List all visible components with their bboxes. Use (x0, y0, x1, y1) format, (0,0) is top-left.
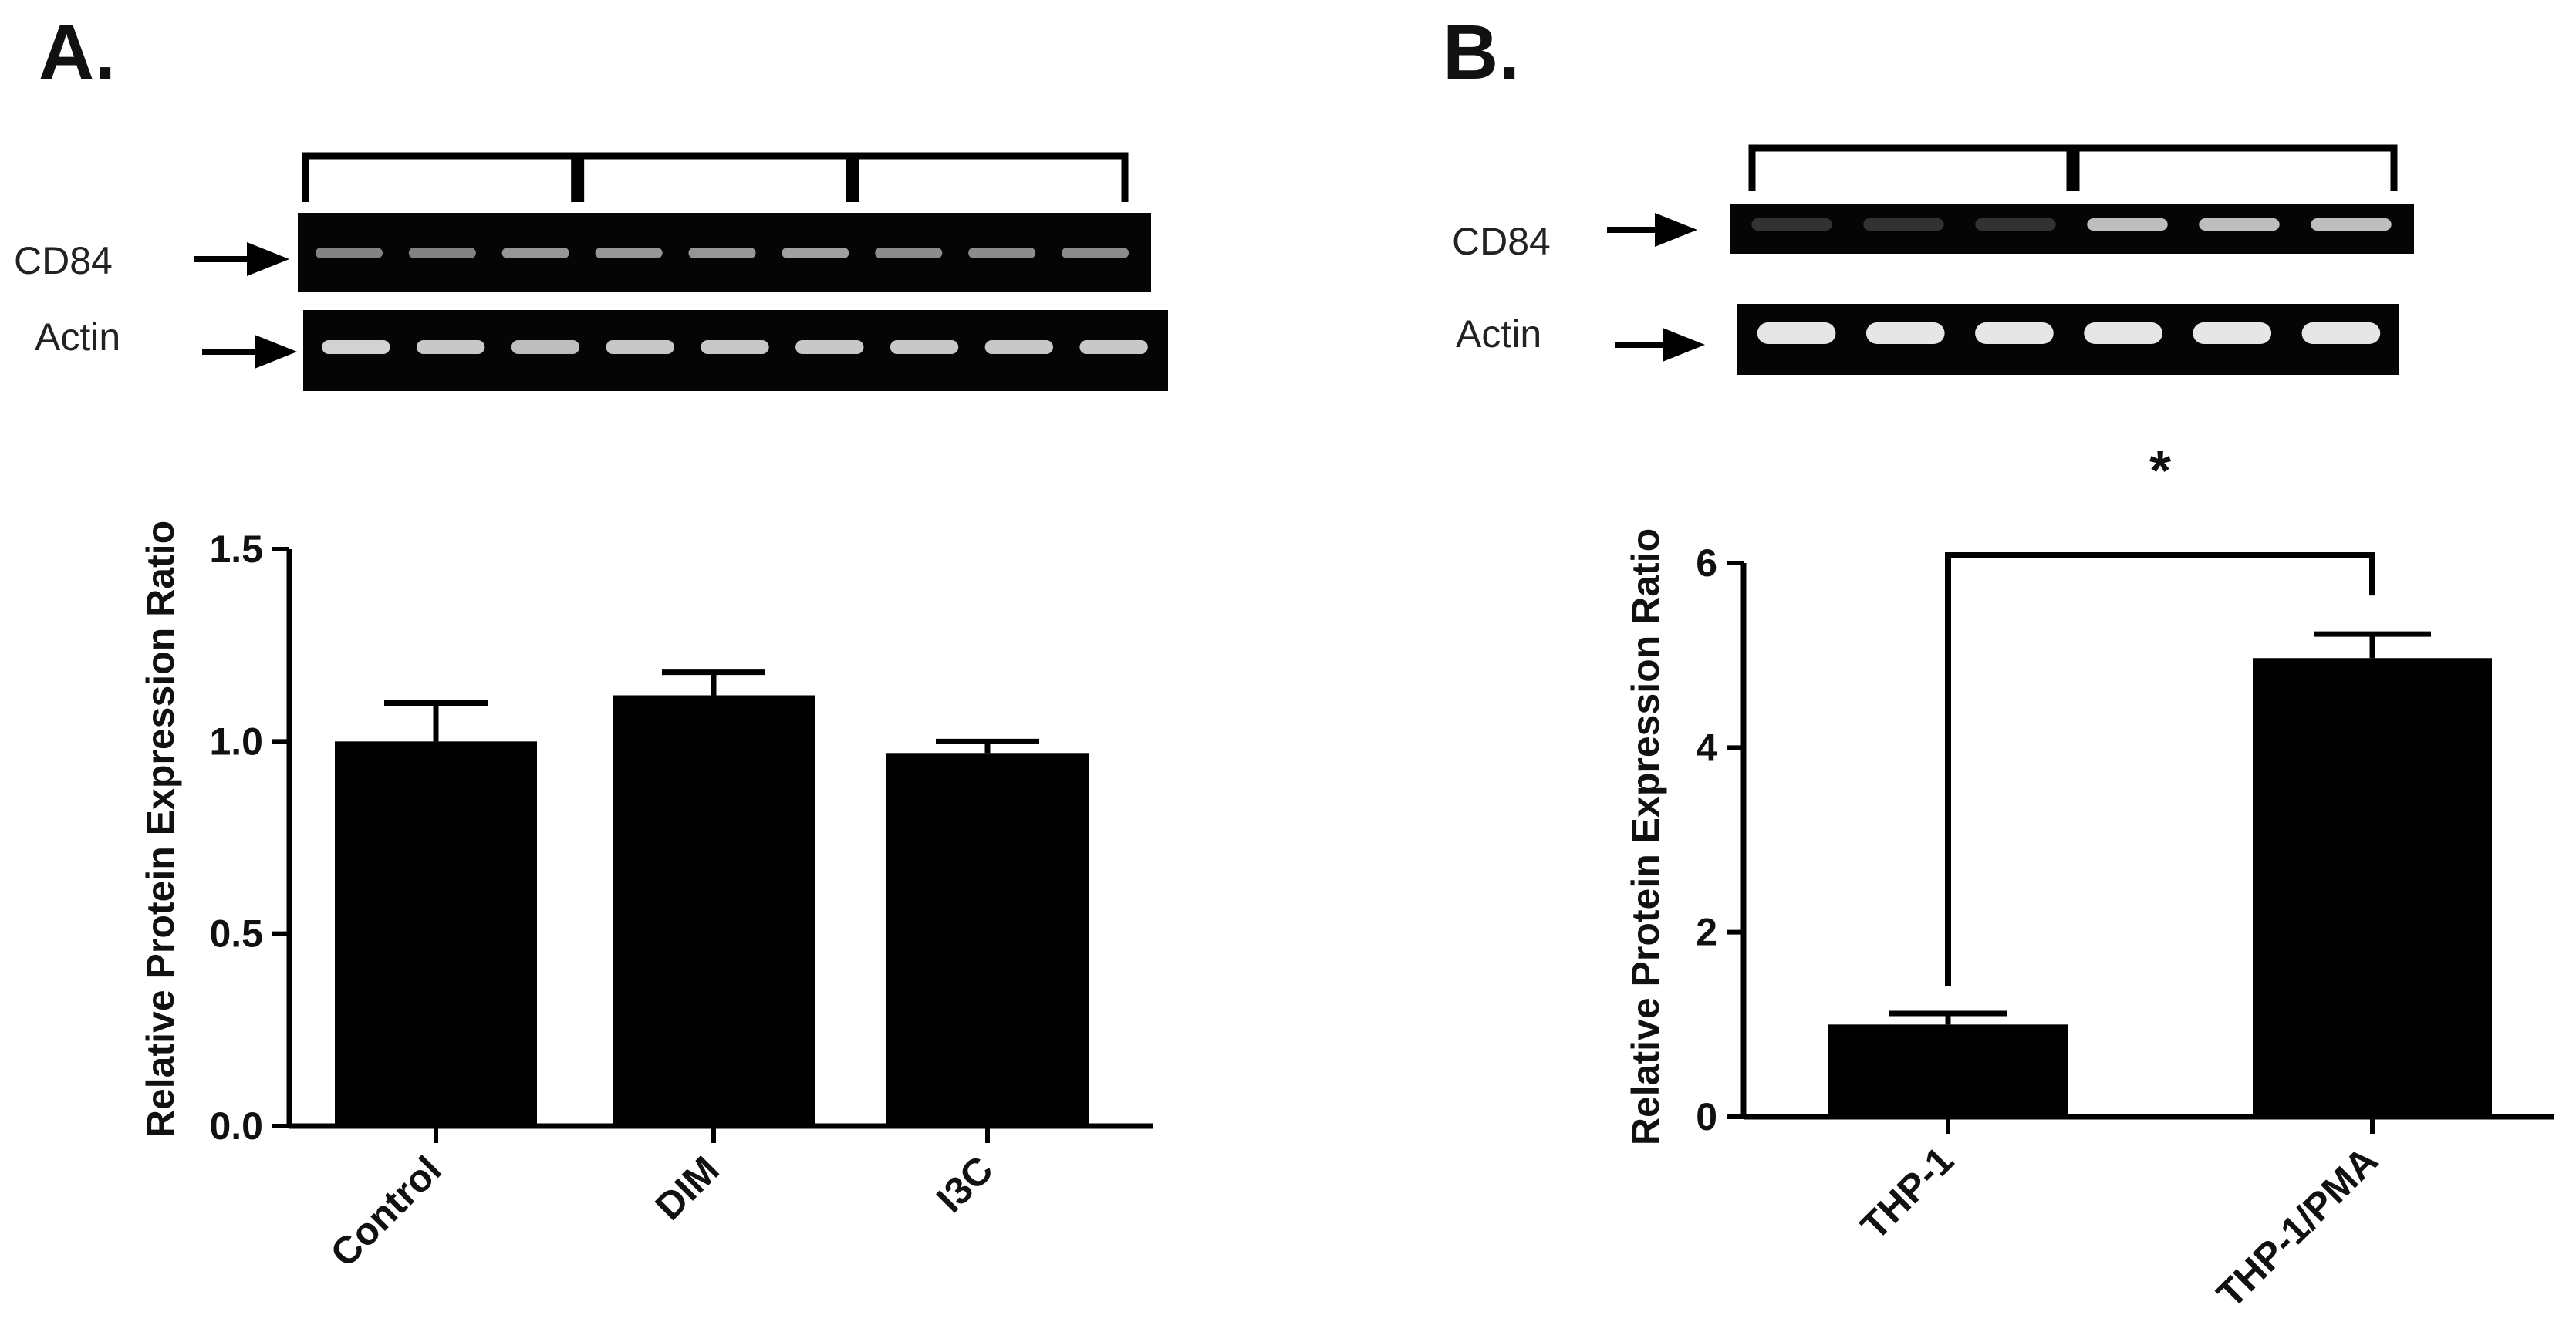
cd84-band (2087, 218, 2168, 231)
significance-star: * (2149, 440, 2171, 502)
cd84-band (2311, 218, 2392, 231)
actin-band (1975, 322, 2054, 344)
panel-letter-b: B. (1443, 9, 1520, 96)
cd84-band (968, 248, 1036, 258)
actin-bands-a (322, 340, 1148, 354)
significance-bracket (1945, 552, 2375, 986)
bar-chart-b: Relative Protein Expression Ratio 0 2 4 6 T… (1624, 440, 2554, 1316)
western-blot-a: CD84 Actin (14, 152, 1168, 391)
actin-band (322, 340, 390, 354)
arrow-icon-actin-a (202, 335, 297, 369)
y-axis-title-a: Relative Protein Expression Ratio (139, 521, 182, 1138)
bars-a (335, 669, 1089, 1126)
y-tick-label: 4 (1696, 726, 1717, 769)
x-tick-label: THP-1 (1852, 1138, 1962, 1248)
y-axis-title-b: Relative Protein Expression Ratio (1624, 528, 1667, 1145)
cd84-band (2199, 218, 2280, 231)
y-tick-label: 0.0 (209, 1104, 263, 1148)
x-tick-label: Control (322, 1148, 450, 1275)
cd84-label-b: CD84 (1452, 220, 1551, 263)
actin-band (890, 340, 959, 354)
cd84-band (688, 248, 756, 258)
actin-band (795, 340, 864, 354)
actin-band (511, 340, 580, 354)
actin-band (1079, 340, 1148, 354)
cd84-band (1863, 218, 1944, 231)
group-bracket (1748, 144, 2074, 191)
bar-thp-1-pma (2253, 658, 2492, 1117)
y-tick-label: 6 (1696, 541, 1717, 585)
cd84-band (1751, 218, 1832, 231)
cd84-band (501, 248, 569, 258)
x-tick-label: I3C (928, 1148, 1001, 1221)
bar-chart-a: Relative Protein Expression Ratio 0.0 0.5… (139, 521, 1153, 1275)
actin-band (984, 340, 1054, 354)
cd84-band (1975, 218, 2056, 231)
actin-label-a: Actin (35, 315, 120, 359)
panel-letter-a: A. (39, 9, 116, 96)
y-tick-label: 1.5 (209, 528, 263, 571)
cd84-band (595, 248, 663, 258)
x-tick-labels-b: THP-1 THP-1/PMA (1852, 1138, 2386, 1316)
actin-band (2084, 322, 2162, 344)
x-tick-label: DIM (647, 1148, 727, 1228)
actin-band (701, 340, 769, 354)
cd84-bands-a (315, 248, 1129, 258)
actin-band (1865, 322, 1945, 344)
bars-b (1828, 631, 2492, 1117)
arrow-icon-actin-b (1615, 328, 1705, 362)
cd84-blot-b (1730, 204, 2414, 254)
actin-band (606, 340, 674, 354)
x-tick-labels-a: Control DIM I3C (322, 1148, 1001, 1275)
actin-band (2193, 322, 2272, 344)
group-brackets-a (302, 152, 1129, 202)
cd84-label-a: CD84 (14, 239, 113, 282)
cd84-bands-b (1751, 218, 2392, 231)
cd84-band (408, 248, 476, 258)
cd84-band (875, 248, 943, 258)
actin-band (2301, 322, 2381, 344)
cd84-band (1062, 248, 1129, 258)
bar-control (335, 741, 537, 1126)
actin-blot-b (1737, 304, 2399, 375)
arrow-icon-cd84-b (1607, 213, 1697, 247)
group-bracket (2072, 144, 2398, 191)
actin-band (1757, 322, 1836, 344)
y-tick-label: 2 (1696, 911, 1717, 954)
y-tick-label: 0.5 (209, 912, 263, 956)
actin-label-b: Actin (1456, 312, 1541, 356)
y-tick-label: 0 (1696, 1095, 1717, 1138)
x-tick-label: THP-1/PMA (2209, 1138, 2386, 1316)
bar-i3c (886, 753, 1089, 1126)
cd84-band (782, 248, 849, 258)
actin-bands-b (1757, 322, 2381, 344)
group-bracket (302, 152, 579, 202)
group-bracket (577, 152, 853, 202)
group-bracket (852, 152, 1129, 202)
group-brackets-b (1748, 144, 2398, 191)
significance-bracket-b: * (1945, 440, 2375, 986)
actin-band (416, 340, 485, 354)
cd84-band (315, 248, 383, 258)
bar-thp-1 (1828, 1024, 2068, 1117)
y-tick-label: 1.0 (209, 720, 263, 763)
bar-dim (613, 695, 815, 1126)
arrow-icon-cd84-a (194, 242, 289, 276)
western-blot-b: CD84 Actin (1452, 144, 2414, 375)
